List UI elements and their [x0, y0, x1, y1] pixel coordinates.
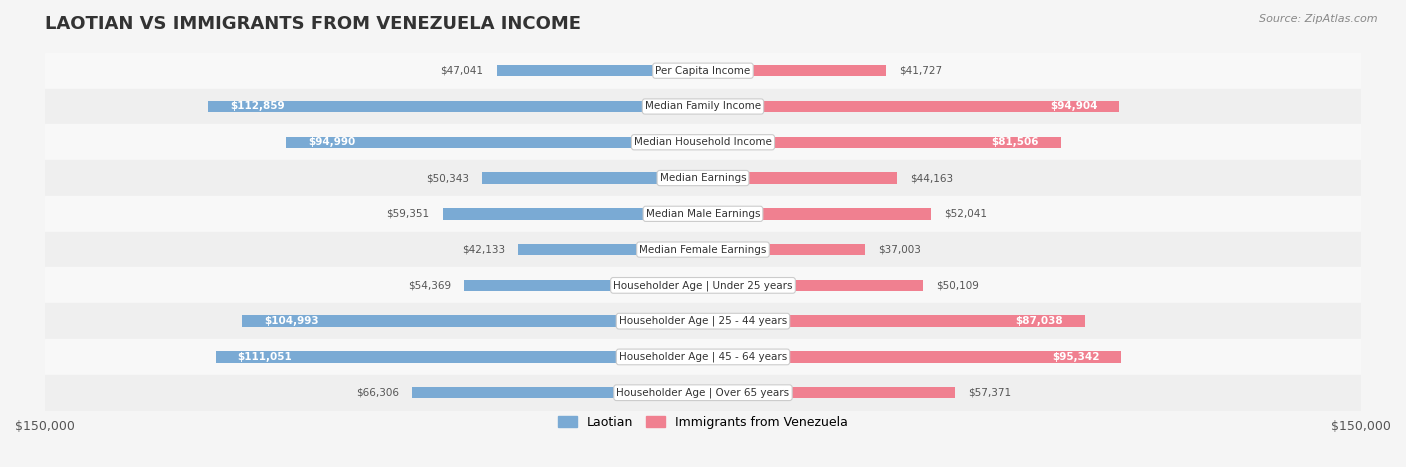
Text: $44,163: $44,163	[910, 173, 953, 183]
Text: $50,109: $50,109	[936, 280, 979, 290]
Bar	[45, 196, 1361, 232]
Bar	[45, 124, 1361, 160]
Bar	[703, 387, 955, 398]
Text: $54,369: $54,369	[408, 280, 451, 290]
Text: Median Earnings: Median Earnings	[659, 173, 747, 183]
Text: $52,041: $52,041	[945, 209, 987, 219]
Text: Source: ZipAtlas.com: Source: ZipAtlas.com	[1260, 14, 1378, 24]
Text: $94,990: $94,990	[308, 137, 356, 147]
Text: $37,003: $37,003	[879, 245, 921, 255]
Bar	[45, 160, 1361, 196]
Text: Median Household Income: Median Household Income	[634, 137, 772, 147]
Bar	[412, 387, 703, 398]
Legend: Laotian, Immigrants from Venezuela: Laotian, Immigrants from Venezuela	[554, 410, 852, 433]
Text: $50,343: $50,343	[426, 173, 470, 183]
Text: $42,133: $42,133	[463, 245, 505, 255]
Bar	[443, 208, 703, 219]
Text: $111,051: $111,051	[238, 352, 292, 362]
Bar	[45, 375, 1361, 410]
Bar	[703, 65, 886, 77]
Text: $47,041: $47,041	[440, 66, 484, 76]
Text: Median Male Earnings: Median Male Earnings	[645, 209, 761, 219]
Bar	[45, 303, 1361, 339]
Bar	[703, 315, 1085, 327]
Text: $66,306: $66,306	[356, 388, 399, 398]
Bar	[215, 351, 703, 363]
Text: $59,351: $59,351	[387, 209, 429, 219]
Text: Median Family Income: Median Family Income	[645, 101, 761, 112]
Bar	[519, 244, 703, 255]
Bar	[464, 280, 703, 291]
Text: Householder Age | 45 - 64 years: Householder Age | 45 - 64 years	[619, 352, 787, 362]
Bar	[482, 172, 703, 184]
Text: $104,993: $104,993	[264, 316, 319, 326]
Text: $57,371: $57,371	[967, 388, 1011, 398]
Text: $87,038: $87,038	[1015, 316, 1063, 326]
Bar	[208, 101, 703, 112]
Bar	[703, 244, 865, 255]
Bar	[496, 65, 703, 77]
Text: $81,506: $81,506	[991, 137, 1039, 147]
Text: $94,904: $94,904	[1050, 101, 1098, 112]
Bar	[703, 208, 931, 219]
Bar	[45, 232, 1361, 268]
Text: $41,727: $41,727	[900, 66, 942, 76]
Bar	[242, 315, 703, 327]
Bar	[703, 351, 1121, 363]
Text: Householder Age | Under 25 years: Householder Age | Under 25 years	[613, 280, 793, 290]
Text: $112,859: $112,859	[229, 101, 284, 112]
Text: Median Female Earnings: Median Female Earnings	[640, 245, 766, 255]
Bar	[703, 101, 1119, 112]
Text: $95,342: $95,342	[1052, 352, 1099, 362]
Bar	[703, 172, 897, 184]
Bar	[45, 53, 1361, 89]
Text: LAOTIAN VS IMMIGRANTS FROM VENEZUELA INCOME: LAOTIAN VS IMMIGRANTS FROM VENEZUELA INC…	[45, 15, 581, 33]
Bar	[45, 268, 1361, 303]
Bar	[287, 136, 703, 148]
Bar	[703, 280, 922, 291]
Text: Householder Age | 25 - 44 years: Householder Age | 25 - 44 years	[619, 316, 787, 326]
Text: Per Capita Income: Per Capita Income	[655, 66, 751, 76]
Text: Householder Age | Over 65 years: Householder Age | Over 65 years	[616, 388, 790, 398]
Bar	[45, 89, 1361, 124]
Bar	[45, 339, 1361, 375]
Bar	[703, 136, 1060, 148]
